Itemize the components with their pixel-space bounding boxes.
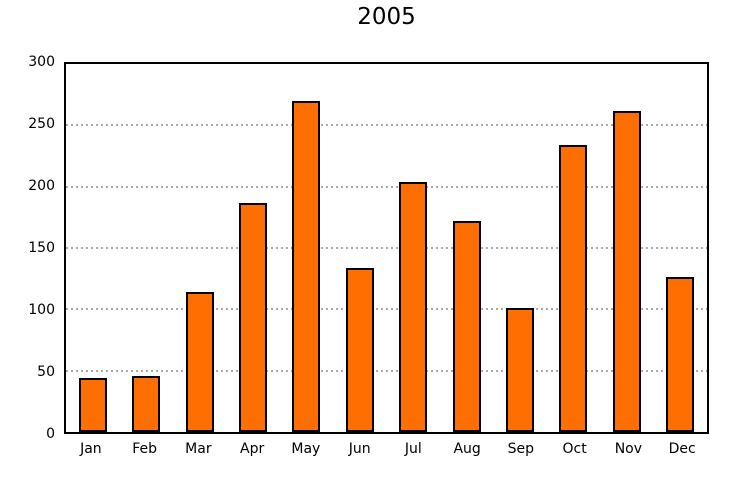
x-tick-label-sep: Sep [507,441,535,457]
x-tick-label-nov: Nov [614,441,643,457]
gridline-y-250 [66,124,707,127]
x-tick-label-mar: Mar [185,441,212,457]
bar-may [292,100,321,432]
bar-dec [666,277,695,432]
x-tick-label-jul: Jul [404,441,422,457]
y-tick-label-250: 250 [28,116,55,132]
x-tick-label-oct: Oct [562,441,587,457]
bar-aug [452,221,481,432]
y-tick-label-100: 100 [28,302,55,318]
y-tick-label-0: 0 [46,426,55,442]
y-tick-label-300: 300 [28,54,55,70]
x-tick-label-dec: Dec [668,441,696,457]
gridline-y-50 [66,369,707,372]
y-tick-label-150: 150 [28,240,55,256]
gridline-y-150 [66,247,707,249]
x-tick-label-may: May [291,441,321,457]
plot-area [64,62,709,434]
y-tick-label-50: 50 [37,364,55,380]
bar-jan [78,378,107,432]
bar-oct [559,144,588,432]
gridline-y-100 [66,308,707,311]
gridline-y-200 [66,185,707,188]
bar-apr [238,202,267,432]
y-tick-label-200: 200 [28,178,55,194]
x-tick-label-jun: Jun [348,441,371,457]
chart-title: 2005 [357,4,416,30]
bar-mar [185,292,214,432]
bar-feb [132,375,161,432]
x-tick-label-aug: Aug [453,441,481,457]
x-axis-tick-labels: Jan Feb Mar Apr May Jun Jul Aug Sep Oct Nov Dec [64,441,709,461]
bar-jun [345,267,374,432]
x-tick-label-apr: Apr [240,441,265,457]
bar-jul [399,181,428,432]
x-tick-label-jan: Jan [80,441,102,457]
bar-nov [612,110,641,432]
x-tick-label-feb: Feb [132,441,158,457]
bar-sep [506,308,535,432]
